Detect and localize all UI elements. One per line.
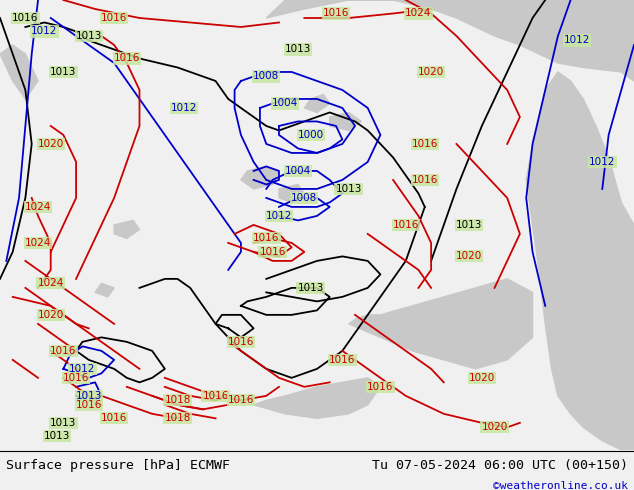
Text: 1020: 1020 bbox=[37, 139, 64, 149]
Polygon shape bbox=[279, 184, 304, 202]
Text: 1008: 1008 bbox=[291, 193, 318, 203]
Text: 1013: 1013 bbox=[297, 283, 324, 293]
Text: 1013: 1013 bbox=[50, 418, 77, 428]
Polygon shape bbox=[349, 279, 533, 369]
Text: 1016: 1016 bbox=[101, 414, 127, 423]
Text: 1018: 1018 bbox=[164, 395, 191, 405]
Text: 1013: 1013 bbox=[75, 31, 102, 41]
Text: 1016: 1016 bbox=[259, 247, 286, 257]
Polygon shape bbox=[95, 283, 114, 297]
Text: 1020: 1020 bbox=[456, 251, 482, 261]
Text: 1024: 1024 bbox=[25, 202, 51, 212]
Text: 1016: 1016 bbox=[411, 139, 438, 149]
Text: 1016: 1016 bbox=[202, 391, 229, 401]
Text: 1020: 1020 bbox=[37, 310, 64, 320]
Polygon shape bbox=[114, 220, 139, 239]
Text: 1004: 1004 bbox=[285, 166, 311, 176]
Text: 1012: 1012 bbox=[589, 157, 616, 167]
Text: 1013: 1013 bbox=[285, 45, 311, 54]
Text: 1013: 1013 bbox=[50, 67, 77, 77]
Text: 1012: 1012 bbox=[69, 364, 96, 374]
Text: 1016: 1016 bbox=[253, 233, 280, 244]
Polygon shape bbox=[241, 167, 279, 189]
Text: Tu 07-05-2024 06:00 UTC (00+150): Tu 07-05-2024 06:00 UTC (00+150) bbox=[372, 460, 628, 472]
Text: 1016: 1016 bbox=[392, 220, 419, 230]
Text: 1020: 1020 bbox=[469, 373, 495, 383]
Text: 1013: 1013 bbox=[456, 220, 482, 230]
Text: 1012: 1012 bbox=[564, 35, 590, 46]
Text: 1016: 1016 bbox=[75, 400, 102, 410]
Text: 1016: 1016 bbox=[329, 355, 356, 365]
Text: 1016: 1016 bbox=[12, 13, 39, 23]
Text: 1016: 1016 bbox=[367, 382, 394, 392]
Polygon shape bbox=[254, 378, 380, 418]
Text: 1020: 1020 bbox=[418, 67, 444, 77]
Text: 1016: 1016 bbox=[101, 13, 127, 23]
Polygon shape bbox=[330, 113, 361, 130]
Text: Surface pressure [hPa] ECMWF: Surface pressure [hPa] ECMWF bbox=[6, 460, 230, 472]
Text: 1013: 1013 bbox=[44, 431, 70, 441]
Text: 1018: 1018 bbox=[164, 414, 191, 423]
Text: 1016: 1016 bbox=[323, 8, 349, 19]
Text: 1016: 1016 bbox=[228, 337, 254, 347]
Text: 1016: 1016 bbox=[411, 175, 438, 185]
Text: 1013: 1013 bbox=[75, 391, 102, 401]
Text: ©weatheronline.co.uk: ©weatheronline.co.uk bbox=[493, 481, 628, 490]
Text: 1024: 1024 bbox=[405, 8, 432, 19]
Text: 1012: 1012 bbox=[171, 103, 197, 113]
Polygon shape bbox=[304, 95, 330, 113]
Text: 1012: 1012 bbox=[266, 211, 292, 221]
Text: 1016: 1016 bbox=[63, 373, 89, 383]
Text: 1020: 1020 bbox=[481, 422, 508, 432]
Text: 1016: 1016 bbox=[113, 53, 140, 64]
Text: 1012: 1012 bbox=[31, 26, 58, 36]
Text: 1000: 1000 bbox=[297, 130, 324, 140]
Text: 1024: 1024 bbox=[25, 238, 51, 248]
Polygon shape bbox=[0, 45, 38, 99]
Polygon shape bbox=[266, 0, 634, 81]
Polygon shape bbox=[526, 72, 634, 450]
Text: 1013: 1013 bbox=[335, 184, 362, 194]
Text: 1024: 1024 bbox=[37, 278, 64, 289]
Text: 1016: 1016 bbox=[228, 395, 254, 405]
Text: 1016: 1016 bbox=[50, 346, 77, 356]
Text: 1008: 1008 bbox=[253, 72, 280, 81]
Text: 1004: 1004 bbox=[272, 98, 299, 108]
